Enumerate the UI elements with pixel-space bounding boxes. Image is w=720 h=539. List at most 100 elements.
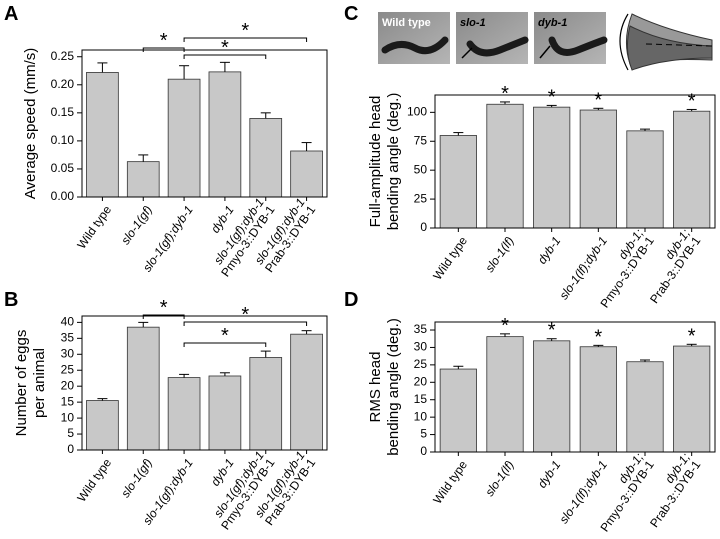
x-tick-label-line: Wild type: [430, 234, 470, 283]
y-axis-title-line: Number of eggs: [13, 330, 30, 437]
plot-frame: [81, 49, 328, 198]
y-axis-title: Full-amplitude headbending angle (deg.): [367, 93, 402, 231]
x-tick-label-line: slo-1(lf): [482, 234, 516, 275]
panel-label: C: [344, 3, 358, 25]
y-tick-label: 0.10: [51, 133, 75, 147]
y-tick-label: 35: [61, 331, 75, 345]
x-tick-label-line: slo-1(lf);dyb-1: [557, 458, 611, 526]
significance-bracket: [142, 47, 185, 52]
error-bar: [301, 330, 312, 335]
significance-star: *: [688, 90, 696, 112]
photo: [378, 12, 450, 64]
bar: [208, 71, 242, 198]
bar: [673, 345, 711, 453]
x-tick-label: Wild type: [74, 456, 114, 505]
x-tick-label-line: Wild type: [74, 203, 114, 252]
worm: [548, 36, 608, 56]
significance-bracket: [142, 314, 185, 319]
x-tick-label-line: slo-1(lf);dyb-1: [557, 234, 611, 302]
bar: [439, 368, 477, 453]
bar: [167, 377, 201, 451]
x-tick-label: Wild type: [74, 203, 114, 252]
bar: [533, 106, 571, 229]
y-tick-label: 25: [414, 357, 428, 371]
bar: [486, 103, 524, 229]
y-tick-label: 30: [61, 346, 75, 360]
image-label: Wild type: [382, 17, 431, 29]
y-tick-label: 0.05: [51, 161, 75, 175]
bar: [126, 326, 160, 451]
y-tick-label: 0.20: [51, 77, 75, 91]
y-axis-title: Average speed (mm/s): [22, 48, 39, 199]
x-tick-label-line: slo-1(lf): [482, 458, 516, 499]
x-tick-label: dyb-1: [535, 458, 564, 491]
y-axis-title-line: bending angle (deg.): [385, 318, 402, 456]
x-tick-label: slo-1(gf): [118, 203, 155, 247]
error-bar: [260, 350, 271, 358]
worm: [381, 36, 449, 55]
y-tick-label: 40: [61, 315, 75, 329]
y-tick-label: 75: [414, 133, 428, 147]
bar: [673, 110, 711, 229]
error-bar: [500, 101, 510, 105]
error-bar: [593, 107, 604, 111]
error-bar: [500, 333, 510, 337]
error-bar: [179, 65, 190, 80]
worm: [466, 36, 529, 57]
arrow: [539, 45, 551, 59]
significance-star: *: [594, 89, 602, 111]
y-tick-label: 0.00: [51, 189, 75, 203]
y-tick-label: 15: [414, 392, 428, 406]
plot-frame: [434, 94, 716, 229]
bar: [86, 400, 119, 451]
significance-star: *: [501, 315, 509, 337]
significance-bracket: [183, 54, 267, 59]
y-tick-label: 10: [61, 410, 75, 424]
significance-bracket: [183, 37, 308, 42]
x-tick-label: Wild type: [430, 234, 470, 283]
y-axis-title-line: per animal: [31, 348, 48, 418]
bar: [126, 161, 160, 198]
significance-star: *: [221, 325, 229, 347]
x-tick-label-line: Wild type: [74, 456, 114, 505]
y-tick-label: 0: [420, 444, 427, 458]
bar: [290, 150, 323, 198]
panel-label: B: [4, 289, 18, 311]
error-bar: [260, 112, 271, 119]
error-bar: [546, 104, 557, 108]
y-tick-label: 10: [414, 409, 428, 423]
x-tick-label: Wild type: [430, 458, 470, 507]
y-tick-label: 50: [414, 162, 428, 176]
y-tick-label: 0.25: [51, 49, 75, 63]
y-tick-label: 15: [61, 394, 75, 408]
bar: [533, 340, 571, 453]
error-bar: [640, 359, 650, 362]
error-bar: [219, 61, 230, 72]
bar: [486, 336, 524, 453]
error-bar: [546, 338, 557, 341]
y-axis-title-line: Full-amplitude head: [367, 96, 384, 228]
bar: [86, 72, 119, 198]
image-label: slo-1: [460, 17, 486, 29]
error-bar: [138, 154, 149, 162]
x-tick-label: slo-1(gf): [118, 456, 155, 500]
error-bar: [640, 128, 650, 131]
error-bar: [686, 108, 697, 112]
y-axis-title: RMS headbending angle (deg.): [367, 318, 402, 456]
bar: [626, 130, 664, 229]
bending-diagram: [619, 13, 713, 71]
x-tick-label-line: slo-1(gf): [118, 456, 155, 500]
bar: [249, 118, 283, 198]
panel-label: A: [4, 3, 18, 25]
bar: [167, 78, 201, 198]
significance-star: *: [241, 20, 249, 42]
photo-strip: [378, 12, 713, 71]
y-tick-label: 5: [420, 427, 427, 441]
y-tick-label: 25: [61, 362, 75, 376]
significance-star: *: [548, 86, 556, 108]
error-bar: [97, 62, 108, 73]
significance-star: *: [594, 326, 602, 348]
bar: [579, 109, 617, 229]
significance-star: *: [241, 304, 249, 326]
